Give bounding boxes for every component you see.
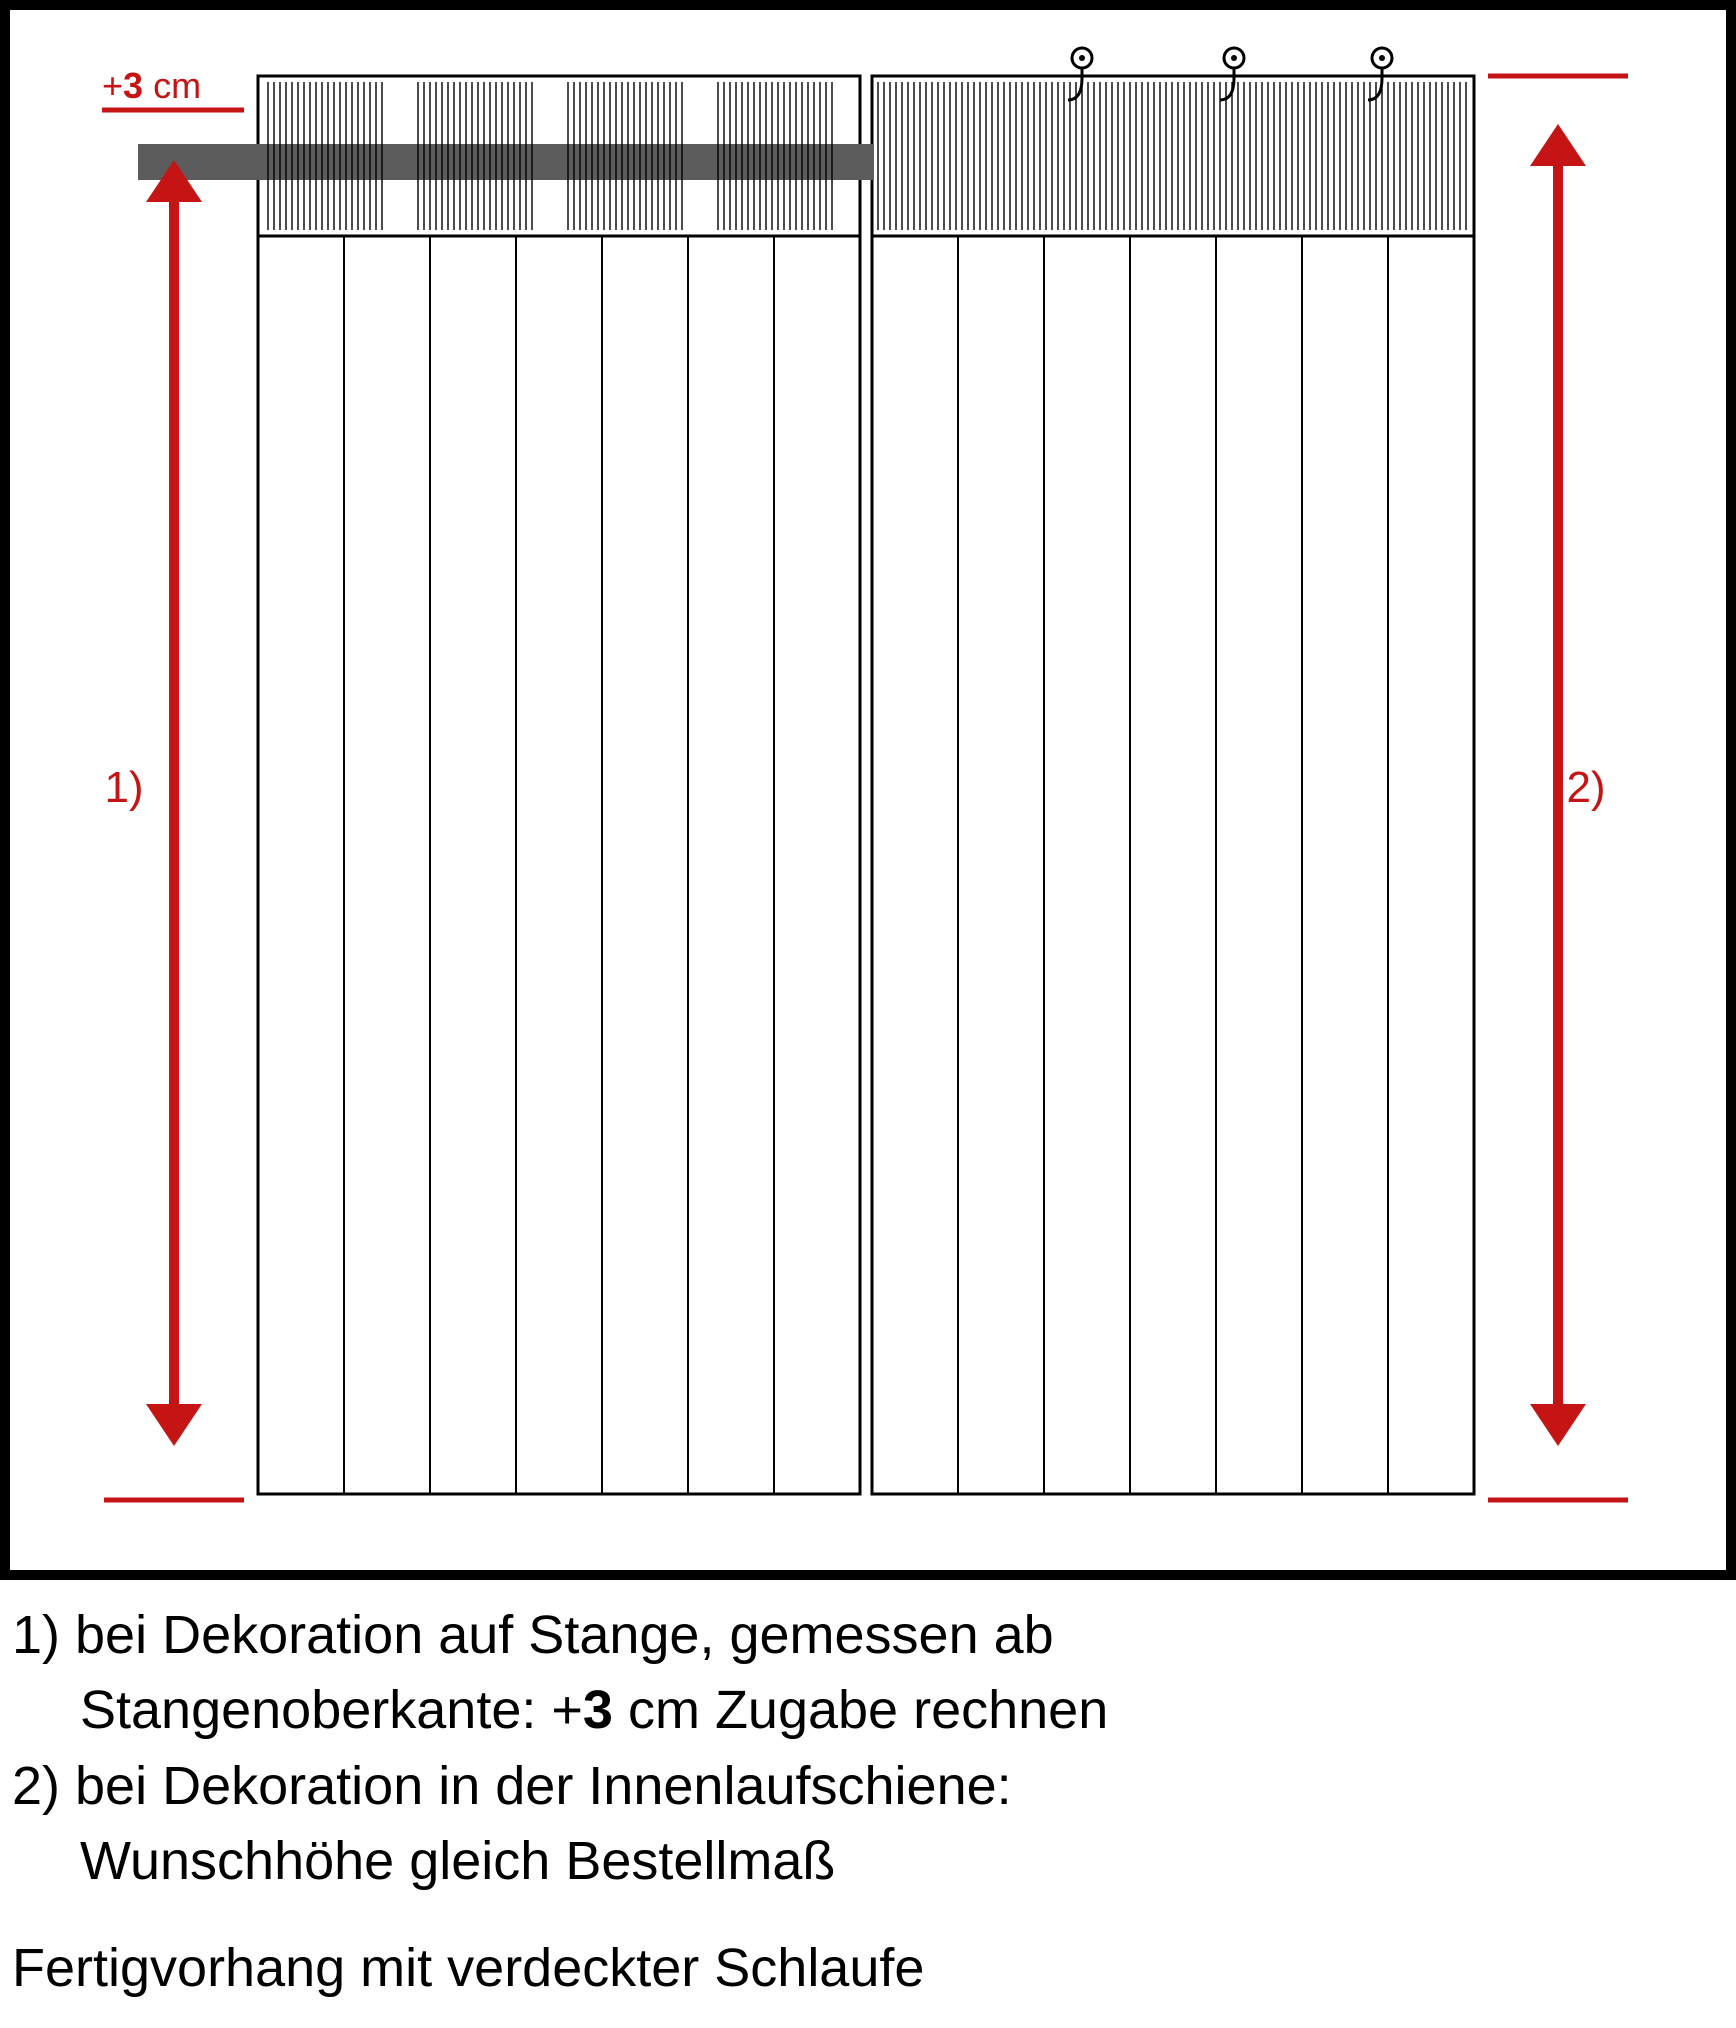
diagram-frame: 1) 2) +3 cm [0,0,1736,1580]
svg-text:1): 1) [104,763,143,812]
note-1b-prefix: Stangenoberkante: + [80,1680,583,1740]
diagram-svg: 1) 2) +3 cm [10,10,1726,1570]
note-1-line-1: 1) bei Dekoration auf Stange, gemessen a… [12,1600,1712,1671]
svg-text:2): 2) [1566,763,1605,812]
note-2-line-2: Wunschhöhe gleich Bestellmaß [12,1826,1712,1897]
notes-block: 1) bei Dekoration auf Stange, gemessen a… [0,1580,1736,2028]
diagram-title: Fertigvorhang mit verdeckter Schlaufe [12,1933,1712,2004]
note-1b-suffix: cm Zugabe rechnen [613,1680,1108,1740]
note-1b-bold: 3 [583,1680,613,1740]
note-2-line-1: 2) bei Dekoration in der Innenlaufschien… [12,1751,1712,1822]
svg-text:+3 cm: +3 cm [102,65,201,106]
note-1-line-2: Stangenoberkante: +3 cm Zugabe rechnen [12,1675,1712,1746]
